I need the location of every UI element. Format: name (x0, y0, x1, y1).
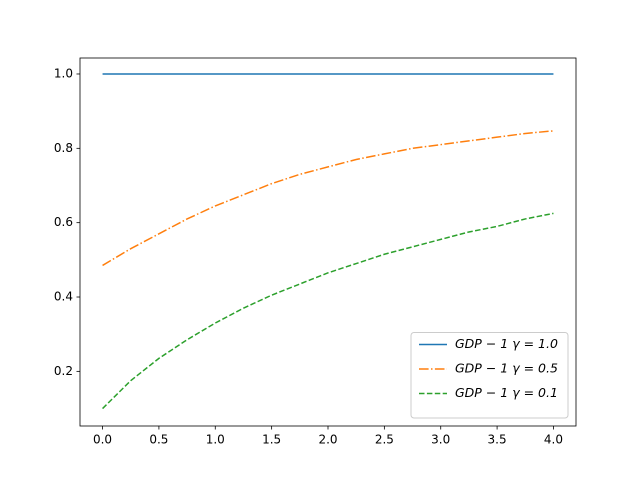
x-tick-label: 1.5 (262, 433, 281, 447)
x-tick-label: 0.0 (93, 433, 112, 447)
legend: GDP − 1 γ = 1.0 GDP − 1 γ = 0.5 GDP − 1 γ … (410, 332, 569, 419)
y-tick-label: 0.2 (54, 364, 73, 378)
y-tick-label: 0.4 (54, 290, 73, 304)
y-tick-label: 0.6 (54, 215, 73, 229)
legend-box (410, 332, 569, 419)
legend-label: GDP − 1 γ = 1.0 (455, 336, 558, 351)
x-tick-label: 3.5 (488, 433, 507, 447)
x-tick-label: 3.0 (431, 433, 450, 447)
x-tick-label: 2.0 (318, 433, 337, 447)
line-series (102, 212, 554, 410)
x-tick-label: 0.5 (149, 433, 168, 447)
x-tick-label: 1.0 (206, 433, 225, 447)
legend-label: GDP − 1 γ = 0.5 (455, 361, 558, 376)
x-tick-label: 2.5 (375, 433, 394, 447)
line-series (102, 130, 554, 267)
legend-label: GDP − 1 γ = 0.1 (455, 385, 558, 400)
y-tick-label: 1.0 (54, 66, 73, 80)
x-tick-label: 4.0 (544, 433, 563, 447)
y-tick-label: 0.8 (54, 141, 73, 155)
